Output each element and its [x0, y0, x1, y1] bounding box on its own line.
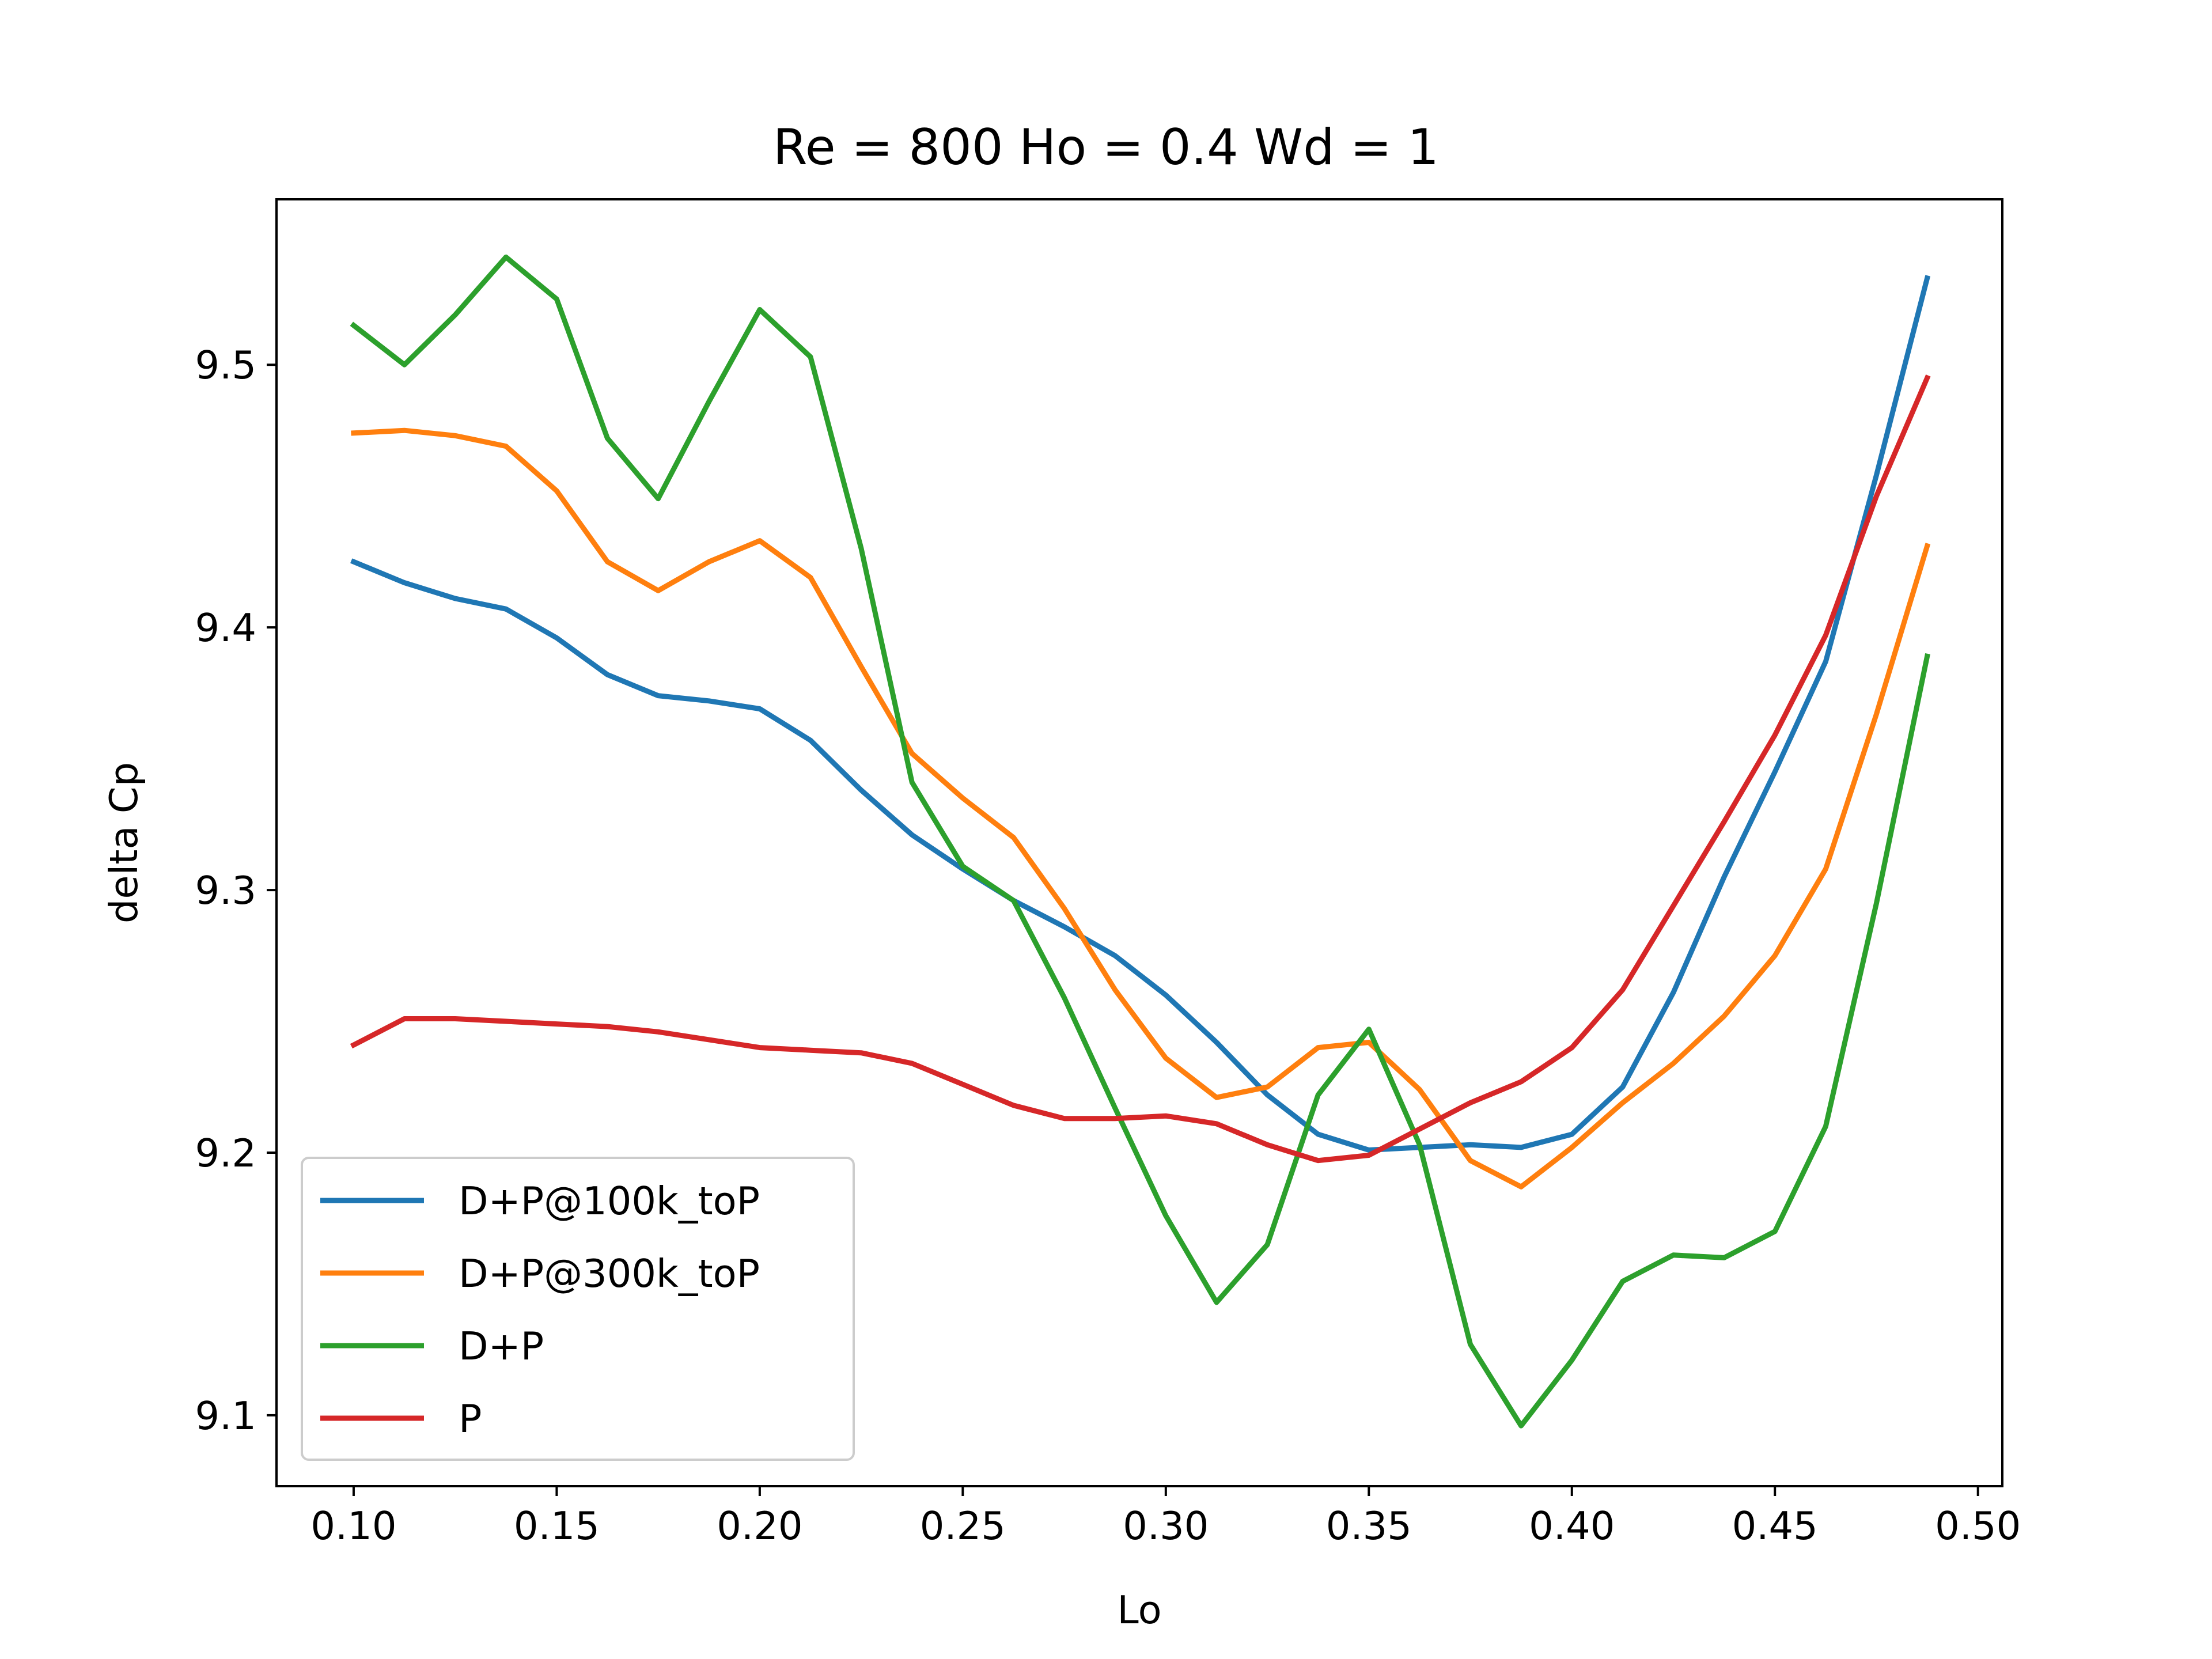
- series-line-2: [351, 427, 1931, 1190]
- legend-label: P: [459, 1396, 482, 1441]
- legend-box: [301, 1157, 855, 1461]
- series-line-3: [350, 254, 1930, 1429]
- y-tick-label: 9.4: [195, 605, 256, 650]
- x-axis: 0.10 0.15 0.20 0.25 0.30 0.35 0.40 0.45 0.50: [310, 1486, 2021, 1548]
- y-tick-label: 9.2: [195, 1131, 256, 1176]
- series-line-1: [350, 275, 1931, 1153]
- legend-label: D+P@100k_toP: [459, 1179, 760, 1224]
- legend: D+P@100k_toP D+P@300k_toP D+P P: [301, 1157, 855, 1461]
- y-axis: 9.1 9.2 9.3 9.4 9.5: [195, 343, 276, 1438]
- x-tick-label: 0.45: [1732, 1503, 1818, 1548]
- x-tick-label: 0.30: [1123, 1503, 1209, 1548]
- y-axis-label: delta Cp: [101, 762, 146, 923]
- x-tick-label: 0.20: [717, 1503, 802, 1548]
- x-tick-label: 0.15: [514, 1503, 600, 1548]
- x-tick-label: 0.25: [920, 1503, 1006, 1548]
- legend-label: D+P@300k_toP: [459, 1251, 760, 1296]
- legend-label: D+P: [459, 1324, 544, 1369]
- plot-frame: [275, 198, 2003, 1487]
- y-tick-label: 9.5: [195, 343, 256, 388]
- x-tick-label: 0.50: [1935, 1503, 2021, 1548]
- x-tick-label: 0.10: [310, 1503, 396, 1548]
- series-line-4: [350, 374, 1931, 1164]
- y-tick-label: 9.3: [195, 868, 256, 913]
- x-axis-label: Lo: [1117, 1588, 1161, 1633]
- y-tick-label: 9.1: [195, 1393, 256, 1438]
- chart-title: Re = 800 Ho = 0.4 Wd = 1: [773, 119, 1439, 176]
- series-layer: [350, 254, 1931, 1429]
- x-tick-label: 0.40: [1529, 1503, 1615, 1548]
- x-tick-label: 0.35: [1326, 1503, 1412, 1548]
